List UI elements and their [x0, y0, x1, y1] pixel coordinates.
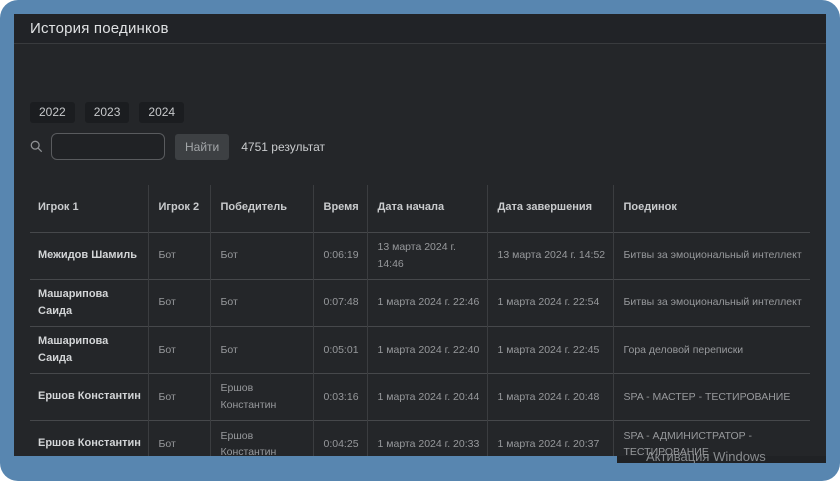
search-input[interactable]	[51, 133, 165, 160]
cell-end-date: 1 марта 2024 г. 22:45	[487, 326, 613, 373]
col-header-time: Время	[313, 185, 367, 232]
search-button[interactable]: Найти	[175, 134, 229, 160]
page-title: История поединков	[30, 20, 169, 37]
search-row: Найти 4751 результат	[30, 133, 810, 160]
app-window: История поединков 2022 2023 2024 Найти 4…	[0, 0, 840, 481]
cell-time: 0:03:16	[313, 373, 367, 420]
cell-winner: Ершов Константин	[210, 373, 313, 420]
cell-duel: SPA - МАСТЕР - ТЕСТИРОВАНИЕ	[613, 373, 810, 420]
cell-time: 0:05:01	[313, 326, 367, 373]
cell-player2: Бот	[148, 326, 210, 373]
cell-end-date: 13 марта 2024 г. 14:52	[487, 232, 613, 279]
tab-2022[interactable]: 2022	[30, 102, 75, 123]
cell-player1: Ершов Константин	[30, 420, 148, 456]
cell-end-date: 1 марта 2024 г. 20:48	[487, 373, 613, 420]
cell-start-date: 1 марта 2024 г. 22:40	[367, 326, 487, 373]
cell-end-date: 1 марта 2024 г. 22:54	[487, 279, 613, 326]
cell-player1: Машарипова Саида	[30, 326, 148, 373]
cell-player1: Ершов Константин	[30, 373, 148, 420]
table-header-row: Игрок 1 Игрок 2 Победитель Время Дата на…	[30, 185, 810, 232]
panel-content: 2022 2023 2024 Найти 4751 результат	[14, 102, 826, 456]
col-header-duel: Поединок	[613, 185, 810, 232]
cell-start-date: 13 марта 2024 г. 14:46	[367, 232, 487, 279]
title-bar: История поединков	[14, 14, 826, 44]
cell-player2: Бот	[148, 420, 210, 456]
cell-player2: Бот	[148, 373, 210, 420]
cell-player1: Машарипова Саида	[30, 279, 148, 326]
cell-duel: Битвы за эмоциональный интеллект	[613, 232, 810, 279]
table-row: Ершов Константин Бот Ершов Константин 0:…	[30, 373, 810, 420]
cell-start-date: 1 марта 2024 г. 20:33	[367, 420, 487, 456]
cell-player1: Межидов Шамиль	[30, 232, 148, 279]
search-icon	[30, 140, 43, 153]
cell-start-date: 1 марта 2024 г. 22:46	[367, 279, 487, 326]
table-row: Межидов Шамиль Бот Бот 0:06:19 13 марта …	[30, 232, 810, 279]
table-row: Машарипова Саида Бот Бот 0:05:01 1 марта…	[30, 326, 810, 373]
cell-winner: Бот	[210, 279, 313, 326]
cell-player2: Бот	[148, 232, 210, 279]
windows-activation-watermark: Активация Windows	[646, 447, 821, 463]
cell-time: 0:06:19	[313, 232, 367, 279]
cell-duel: Битвы за эмоциональный интеллект	[613, 279, 810, 326]
year-tabs: 2022 2023 2024	[30, 102, 810, 123]
results-count: 4751 результат	[241, 140, 325, 154]
cell-player2: Бот	[148, 279, 210, 326]
col-header-player2: Игрок 2	[148, 185, 210, 232]
cell-time: 0:07:48	[313, 279, 367, 326]
col-header-start-date: Дата начала	[367, 185, 487, 232]
cell-time: 0:04:25	[313, 420, 367, 456]
tab-2023[interactable]: 2023	[85, 102, 130, 123]
table-row: Машарипова Саида Бот Бот 0:07:48 1 марта…	[30, 279, 810, 326]
cell-winner: Бот	[210, 232, 313, 279]
tab-2024[interactable]: 2024	[139, 102, 184, 123]
cell-start-date: 1 марта 2024 г. 20:44	[367, 373, 487, 420]
cell-winner: Ершов Константин	[210, 420, 313, 456]
cell-duel: Гора деловой переписки	[613, 326, 810, 373]
duels-table: Игрок 1 Игрок 2 Победитель Время Дата на…	[30, 185, 810, 456]
cell-end-date: 1 марта 2024 г. 20:37	[487, 420, 613, 456]
cell-winner: Бот	[210, 326, 313, 373]
col-header-winner: Победитель	[210, 185, 313, 232]
col-header-end-date: Дата завершения	[487, 185, 613, 232]
duel-history-panel: История поединков 2022 2023 2024 Найти 4…	[14, 14, 826, 456]
col-header-player1: Игрок 1	[30, 185, 148, 232]
